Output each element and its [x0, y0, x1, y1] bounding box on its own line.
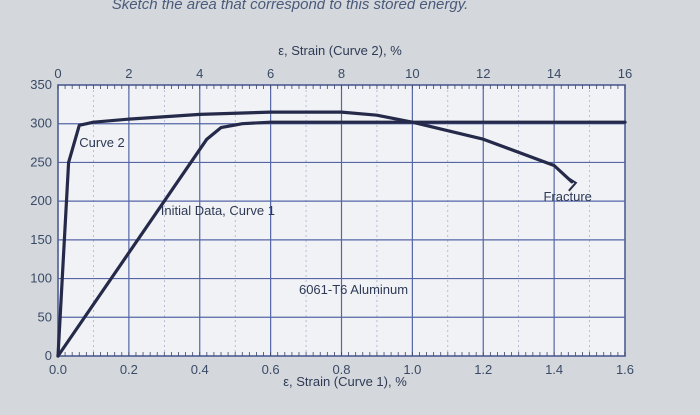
- y-tick-label: 150: [30, 232, 52, 247]
- x-top-tick-label: 8: [338, 66, 345, 81]
- x-bottom-tick-label: 0.2: [120, 362, 138, 377]
- x-top-tick-label: 0: [54, 66, 61, 81]
- x-top-tick-label: 10: [405, 66, 419, 81]
- annotations: Curve 2 Initial Data, Curve 1 Fracture 6061…: [79, 135, 592, 297]
- series-line-curve-1: [56, 120, 627, 358]
- x-bottom-tick-label: 0.4: [191, 362, 209, 377]
- x-axis-title-top: ε, Strain (Curve 2), %: [278, 43, 402, 58]
- y-tick-label: 50: [38, 309, 52, 324]
- x-top-tick-label: 12: [476, 66, 490, 81]
- x-top-tick-label: 14: [547, 66, 561, 81]
- series-lines: [56, 110, 627, 358]
- x-top-tick-label: 2: [125, 66, 132, 81]
- x-top-tick-label: 4: [196, 66, 203, 81]
- y-tick-label: 300: [30, 116, 52, 131]
- annotation-label: Initial Data, Curve 1: [161, 203, 275, 218]
- series-line-curve-2: [56, 110, 574, 358]
- x-top-tick-label: 16: [618, 66, 632, 81]
- annotation-label: Fracture: [543, 189, 591, 204]
- x-bottom-tick-label: 1.2: [474, 362, 492, 377]
- annotation-label: Curve 2: [79, 135, 125, 150]
- x-bottom-tick-label: 0.0: [49, 362, 67, 377]
- fracture-mark: [564, 174, 578, 192]
- y-tick-label: 200: [30, 193, 52, 208]
- y-tick-label: 350: [30, 77, 52, 92]
- annotation-label: 6061-T6 Aluminum: [299, 282, 408, 297]
- x-bottom-tick-label: 0.6: [262, 362, 280, 377]
- x-bottom-tick-label: 1.4: [545, 362, 563, 377]
- x-top-tick-label: 6: [267, 66, 274, 81]
- y-tick-label: 0: [45, 348, 52, 363]
- grid-lines: [57, 84, 626, 357]
- question-header-text: Sketch the area that correspond to this …: [112, 0, 469, 13]
- x-bottom-tick-label: 1.0: [403, 362, 421, 377]
- x-axis-title-bottom: ε, Strain (Curve 1), %: [283, 374, 407, 389]
- x-bottom-tick-label: 0.8: [332, 362, 350, 377]
- x-bottom-tick-label: 1.6: [616, 362, 634, 377]
- y-tick-label: 250: [30, 154, 52, 169]
- y-tick-label: 100: [30, 271, 52, 286]
